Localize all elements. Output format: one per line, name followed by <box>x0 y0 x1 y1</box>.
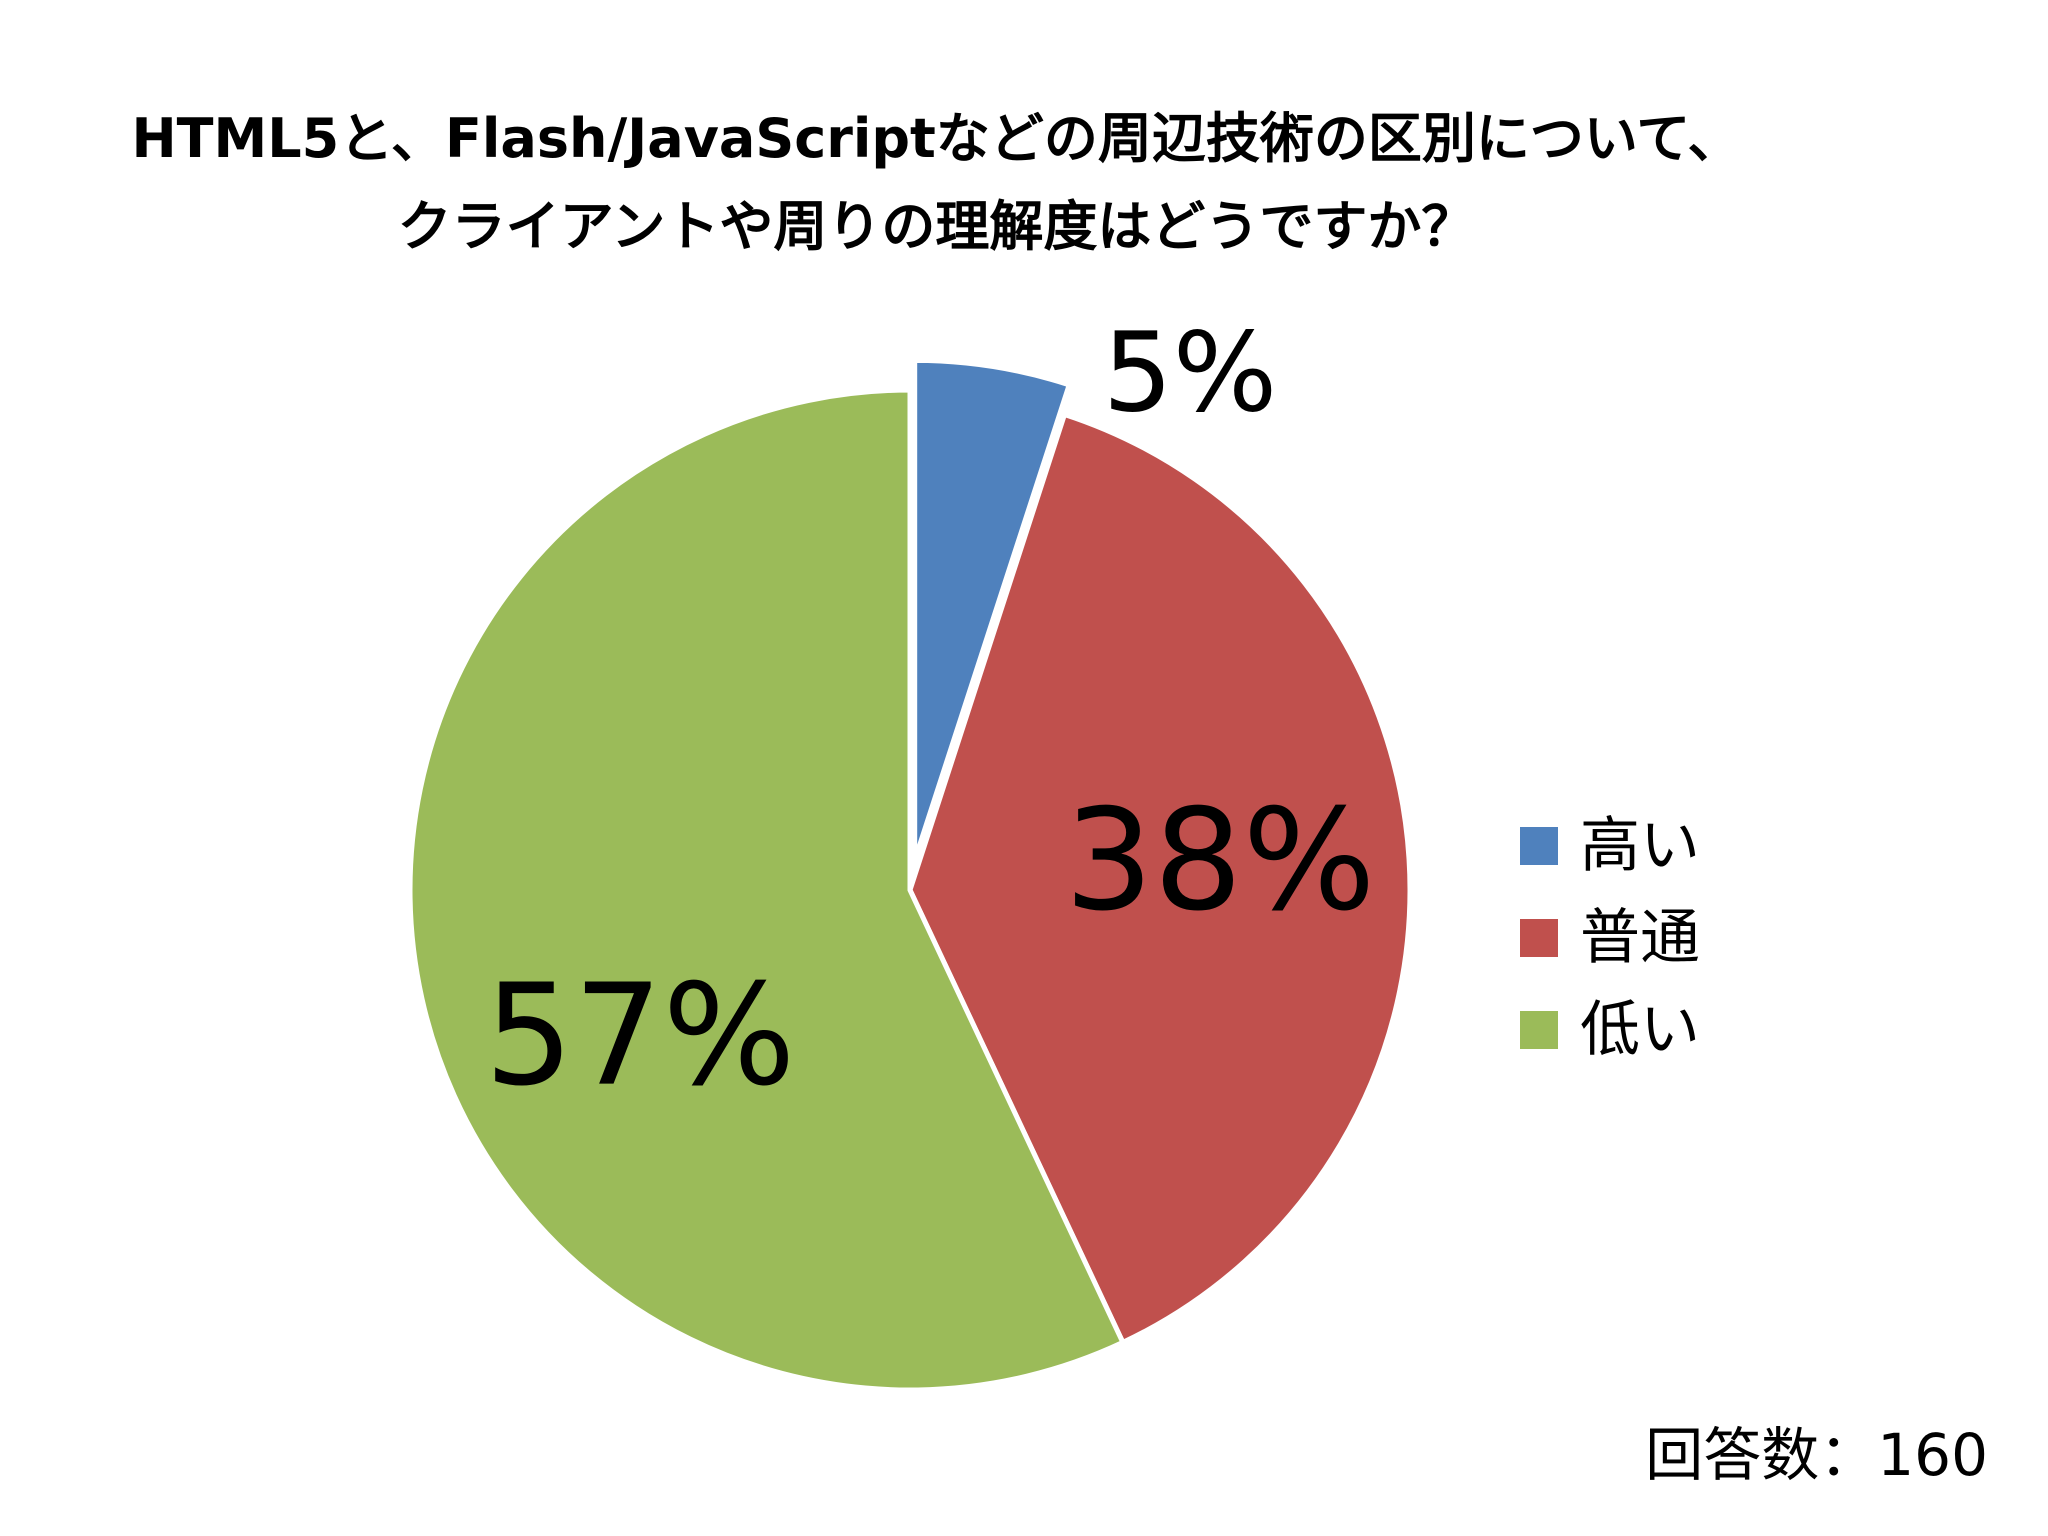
pie-data-labels: 5% 38% 57% <box>484 308 1375 1117</box>
legend-item-normal: 普通 <box>1520 892 1700 984</box>
pie-slice-low <box>407 387 1127 1393</box>
data-label-normal: 38% <box>1064 780 1375 943</box>
legend-swatch-low <box>1520 1011 1558 1049</box>
legend-item-high: 高い <box>1520 800 1700 892</box>
chart-title-line-1: HTML5と、Flash/JavaScriptなどの周辺技術の区別について、 <box>131 107 1742 170</box>
chart-legend: 高い 普通 低い <box>1520 800 1700 1076</box>
legend-swatch-normal <box>1520 919 1558 957</box>
respondent-count: 回答数：160 <box>1645 1421 1988 1489</box>
data-label-high: 5% <box>1103 308 1278 436</box>
chart-title-line-2: クライアントや周りの理解度はどうですか？ <box>397 195 1476 258</box>
legend-label-high: 高い <box>1580 811 1700 881</box>
pie-slice-normal <box>907 411 1413 1346</box>
data-label-low: 57% <box>484 955 795 1118</box>
legend-item-low: 低い <box>1520 984 1700 1076</box>
legend-label-low: 低い <box>1580 995 1700 1065</box>
pie-slices <box>407 357 1413 1393</box>
legend-swatch-high <box>1520 827 1558 865</box>
chart-title: HTML5と、Flash/JavaScriptなどの周辺技術の区別について、 ク… <box>0 95 1873 271</box>
legend-label-normal: 普通 <box>1580 903 1700 973</box>
pie-slice-high <box>912 357 1073 862</box>
